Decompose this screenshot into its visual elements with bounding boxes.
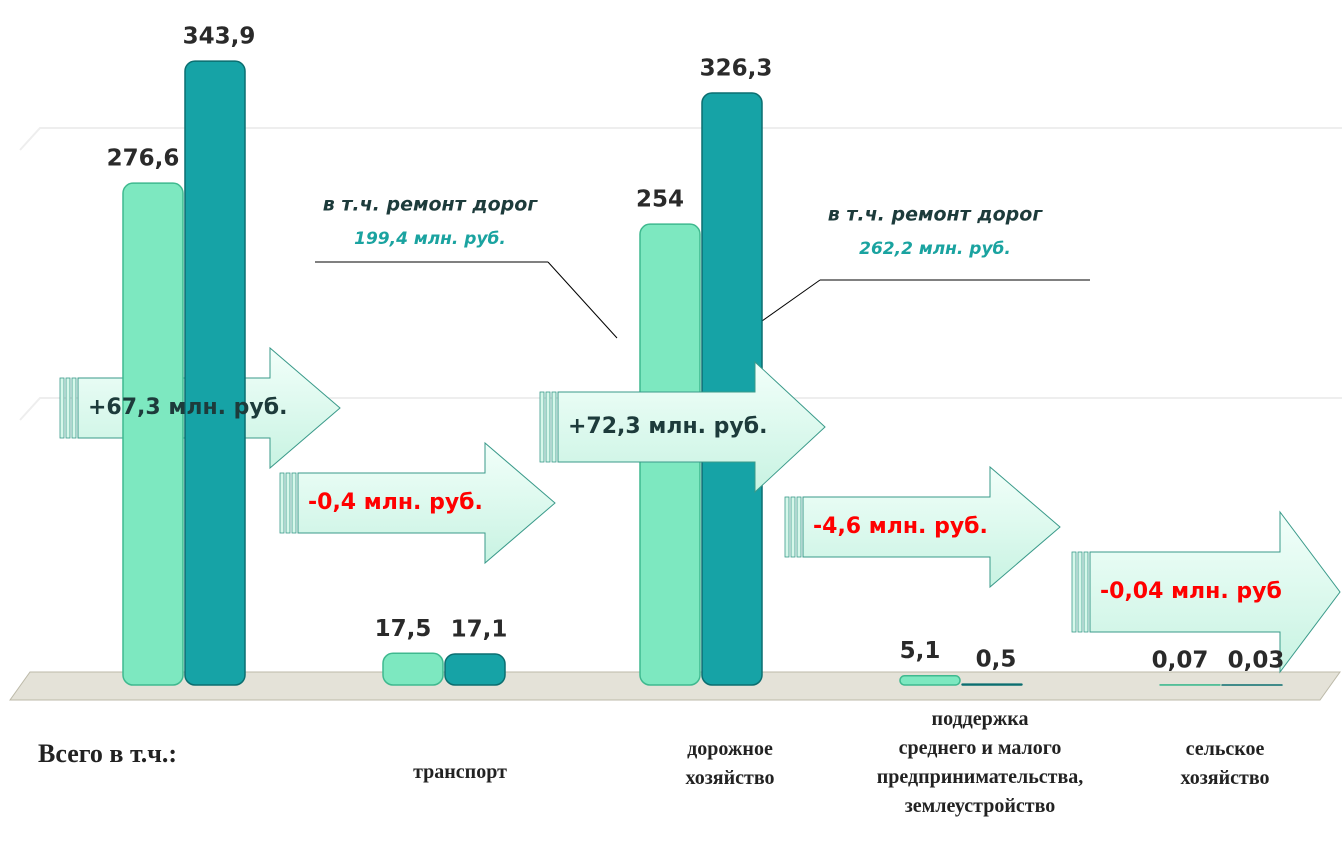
x-tick-label: поддержка среднего и малого предпринимат… [876,708,1084,817]
bar [444,653,506,686]
arrow [1089,510,1341,674]
value-label: 17,1 [451,616,508,642]
arrow-stripe [539,391,545,463]
arrow-stripe [1077,551,1083,633]
arrow-stripe [279,472,285,534]
arrow-stripe [291,472,297,534]
value-label: 326,3 [700,55,773,81]
arrow-stripe [545,391,551,463]
value-label: 254 [636,187,684,213]
x-tick-label: транспорт [413,761,507,783]
arrow-stripe [65,377,71,439]
arrow [802,465,1061,589]
bar [701,92,763,686]
floor [9,671,1341,701]
arrow-stripe [1083,551,1089,633]
grid-line [19,397,1342,421]
callout-amount: 262,2 млн. руб. [859,239,1011,259]
bar [382,652,444,686]
bar [122,182,184,686]
bar [184,60,246,686]
value-label: 276,6 [107,146,180,172]
arrow [557,360,826,494]
arrow-stripe [790,496,796,558]
arrow-stripe [59,377,65,439]
value-label: 0,07 [1152,647,1209,673]
value-label: 17,5 [375,616,432,642]
arrow-stripe [71,377,77,439]
arrow-label: +72,3 млн. руб. [568,414,768,439]
x-tick-label: сельское хозяйство [1180,738,1270,789]
arrow-stripe [796,496,802,558]
x-tick-label: Всего в т.ч.: [38,739,178,768]
bar [961,683,1023,686]
bar [899,674,961,686]
arrow-label: -4,6 млн. руб. [813,514,988,539]
value-label: 5,1 [900,638,941,664]
arrow-stripe [1071,551,1077,633]
callout-amount: 199,4 млн. руб. [354,229,506,249]
arrow-label: -0,04 млн. руб [1100,579,1282,604]
arrow-label: +67,3 млн. руб. [88,395,288,420]
grid-line [19,127,1342,151]
arrow-stripe [285,472,291,534]
value-label: 343,9 [183,24,256,50]
arrow-label: -0,4 млн. руб. [308,490,483,515]
callout-line [547,261,618,339]
arrow-stripe [784,496,790,558]
value-label: 0,5 [976,647,1017,673]
callout-label: в т.ч. ремонт дорог [828,204,1044,226]
arrow-stripe [551,391,557,463]
x-tick-label: дорожное хозяйство [685,738,775,789]
arrow [297,441,556,565]
value-label: 0,03 [1228,647,1285,673]
callout-label: в т.ч. ремонт дорог [323,194,539,216]
